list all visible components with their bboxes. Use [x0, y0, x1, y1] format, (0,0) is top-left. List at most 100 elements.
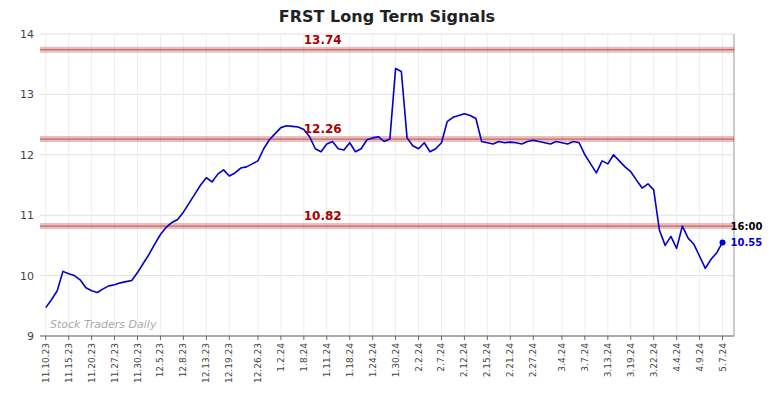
x-tick — [487, 336, 488, 340]
x-tick-label: 1.24.24 — [368, 343, 378, 378]
x-tick-label: 3.7.24 — [580, 343, 590, 372]
x-tick-label: 11.20.23 — [87, 343, 97, 383]
grid-line — [326, 34, 327, 336]
x-axis — [40, 336, 734, 337]
x-tick — [607, 336, 608, 340]
x-tick — [183, 336, 184, 340]
x-tick — [349, 336, 350, 340]
grid-line — [722, 34, 723, 336]
x-tick — [303, 336, 304, 340]
grid-line — [584, 34, 585, 336]
x-tick — [280, 336, 281, 340]
x-tick-label: 4.9.24 — [695, 343, 705, 372]
grid-line — [464, 34, 465, 336]
grid-line — [303, 34, 304, 336]
x-tick-label: 3.19.24 — [626, 343, 636, 378]
x-tick-label: 12.13.23 — [201, 343, 211, 383]
x-tick — [68, 336, 69, 340]
x-tick-label: 2.21.24 — [505, 343, 515, 378]
reference-band — [40, 47, 734, 53]
grid-line — [280, 34, 281, 336]
watermark: Stock Traders Daily — [50, 318, 157, 331]
x-tick — [326, 336, 327, 340]
grid-line — [183, 34, 184, 336]
x-tick — [206, 336, 207, 340]
x-tick — [676, 336, 677, 340]
x-tick-label: 2.15.24 — [482, 343, 492, 378]
grid-line — [40, 94, 734, 95]
x-tick-label: 2.12.24 — [459, 343, 469, 378]
x-tick — [137, 336, 138, 340]
x-tick — [114, 336, 115, 340]
x-tick-label: 3.22.24 — [649, 343, 659, 378]
x-tick-label: 2.2.24 — [414, 343, 424, 372]
grid-line — [229, 34, 230, 336]
y-tick-label: 13 — [20, 88, 34, 101]
grid-line — [607, 34, 608, 336]
grid-line — [676, 34, 677, 336]
x-tick-label: 12.26.23 — [253, 343, 263, 383]
x-tick — [257, 336, 258, 340]
price-line — [46, 68, 723, 307]
x-tick-label: 11.15.23 — [64, 343, 74, 383]
y-tick-label: 14 — [20, 28, 34, 41]
grid — [40, 34, 734, 336]
grid-line — [45, 34, 46, 336]
reference-label: 12.26 — [304, 122, 342, 136]
x-tick-label: 3.4.24 — [557, 343, 567, 372]
x-tick-label: 12.5.23 — [155, 343, 165, 377]
x-tick — [510, 336, 511, 340]
x-tick-label: 3.13.24 — [603, 343, 613, 378]
x-tick — [533, 336, 534, 340]
reference-label: 13.74 — [304, 33, 342, 47]
grid-line — [349, 34, 350, 336]
grid-line — [40, 154, 734, 155]
grid-line — [510, 34, 511, 336]
x-tick — [722, 336, 723, 340]
x-tick — [441, 336, 442, 340]
grid-line — [114, 34, 115, 336]
x-tick-label: 12.19.23 — [224, 343, 234, 383]
x-tick-label: 11.10.23 — [41, 343, 51, 383]
grid-line — [257, 34, 258, 336]
chart: FRST Long Term Signals 9 10 11 12 13 14 11.10.2… — [0, 0, 784, 398]
x-tick — [45, 336, 46, 340]
x-tick — [160, 336, 161, 340]
title: FRST Long Term Signals — [279, 7, 495, 26]
x-tick — [584, 336, 585, 340]
grid-line — [533, 34, 534, 336]
x-tick-label: 1.2.24 — [276, 343, 286, 372]
grid-line — [487, 34, 488, 336]
plot-area — [40, 50, 734, 308]
y-tick-label: 9 — [27, 330, 34, 343]
x-tick — [699, 336, 700, 340]
x-tick — [630, 336, 631, 340]
x-tick — [418, 336, 419, 340]
x-tick-label: 2.7.24 — [436, 343, 446, 372]
grid-line — [372, 34, 373, 336]
grid-line — [68, 34, 69, 336]
x-tick — [561, 336, 562, 340]
y-axis — [734, 34, 735, 336]
grid-line — [630, 34, 631, 336]
x-tick-label: 1.30.24 — [391, 343, 401, 378]
y-tick-label: 11 — [20, 209, 34, 222]
x-tick — [91, 336, 92, 340]
x-tick-label: 1.8.24 — [299, 343, 309, 372]
last-point — [720, 239, 726, 245]
x-tick — [653, 336, 654, 340]
grid-line — [40, 336, 734, 337]
x-tick — [229, 336, 230, 340]
y-tick-label: 10 — [20, 270, 34, 283]
last-value-label: 10.55 — [731, 237, 763, 248]
grid-line — [561, 34, 562, 336]
grid-line — [40, 275, 734, 276]
y-tick-label: 12 — [20, 149, 34, 162]
grid-line — [441, 34, 442, 336]
x-tick-label: 1.11.24 — [322, 343, 332, 378]
x-tick — [395, 336, 396, 340]
grid-line — [40, 215, 734, 216]
x-tick-label: 4.4.24 — [672, 343, 682, 372]
reference-label: 10.82 — [304, 209, 342, 223]
grid-line — [653, 34, 654, 336]
